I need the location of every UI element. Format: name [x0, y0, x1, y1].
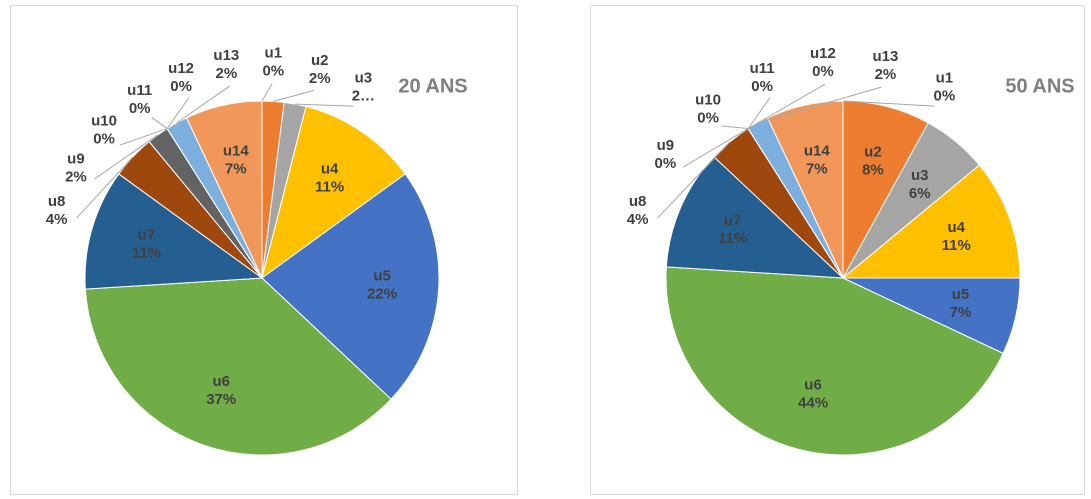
slice-label: u9 [657, 137, 675, 154]
pie-slice [665, 156, 845, 279]
slice-label: u10 [91, 113, 117, 130]
slice-value-label: 0% [655, 155, 677, 172]
slice-label: u5 [373, 268, 391, 285]
slice-label: u4 [947, 219, 965, 236]
slice-value-label: 7% [950, 304, 972, 321]
slice-value-label: 7% [806, 161, 828, 178]
slice-value-label: 44% [798, 395, 828, 412]
slice-value-label: 11% [132, 244, 161, 261]
slice-label: u11 [750, 60, 775, 77]
slice-label: u12 [168, 60, 194, 77]
slice-label: u7 [724, 212, 742, 229]
slice-value-label: 6% [909, 185, 931, 202]
pie-slice [261, 173, 440, 400]
leader-line [721, 125, 749, 130]
slice-value-label: 0% [93, 131, 115, 148]
slice-value-label: 2% [216, 65, 238, 82]
slice-label: u3 [911, 167, 929, 184]
pie-slice [84, 173, 264, 290]
slice-label: u6 [212, 373, 230, 390]
slice-value-label: 11% [315, 178, 344, 195]
leader-line [261, 83, 273, 102]
slice-label: u13 [873, 48, 899, 65]
slice-value-label: 0% [129, 100, 151, 117]
leader-line [176, 85, 231, 124]
leader-line [747, 97, 771, 129]
pie-slice [261, 105, 406, 280]
slice-value-label: 0% [262, 62, 284, 79]
slice-value-label: 4% [627, 211, 649, 228]
slice-value-label: 2% [875, 66, 897, 83]
slice-value-label: 0% [751, 78, 773, 95]
leader-line [93, 134, 159, 180]
slice-label: u8 [48, 193, 66, 210]
leader-line [119, 128, 168, 146]
slice-value-label: 0% [170, 78, 192, 95]
slice-value-label: 8% [862, 161, 884, 178]
slice-label: u2 [311, 52, 329, 69]
leader-line [272, 89, 315, 102]
slice-value-label: 22% [367, 286, 397, 303]
slice-label: u4 [321, 160, 339, 177]
slice-label: u10 [695, 91, 721, 108]
slice-value-label: 11% [942, 237, 971, 254]
slice-label: u9 [67, 150, 85, 167]
leader-line [842, 100, 935, 107]
slice-label: u6 [804, 377, 822, 394]
slice-label: u14 [804, 143, 831, 160]
leader-line [747, 83, 826, 129]
slice-label: u11 [127, 82, 152, 99]
chart-title: 20 ANS [398, 75, 467, 97]
slice-label: u1 [936, 69, 954, 86]
leader-line [295, 103, 354, 107]
chart-title: 50 ANS [1005, 75, 1074, 97]
slice-value-label: 11% [718, 230, 747, 247]
pie-slice [84, 277, 392, 456]
slice-label: u12 [810, 45, 836, 62]
slice-value-label: 2% [309, 70, 331, 87]
slice-value-label: 37% [206, 391, 236, 408]
leader-line [757, 86, 882, 124]
slice-label: u8 [629, 193, 647, 210]
slice-label: u7 [138, 226, 156, 243]
slice-value-label: 7% [225, 161, 247, 178]
slice-value-label: 0% [812, 63, 834, 80]
pie-slice [185, 100, 263, 279]
leader-line [682, 128, 749, 168]
leader-line [166, 97, 190, 129]
slice-label: u5 [952, 286, 970, 303]
slice-label: u13 [213, 47, 239, 64]
slice-label: u1 [265, 44, 283, 61]
slice-value-label: 4% [46, 211, 68, 228]
slice-value-label: 0% [697, 109, 719, 126]
leader-line [76, 156, 134, 219]
slice-label: u14 [223, 143, 250, 160]
slice-label: u3 [355, 69, 373, 86]
leader-line [657, 141, 731, 219]
slice-value-label: 2… [352, 87, 375, 104]
pie-slice [665, 266, 1004, 456]
slice-value-label: 0% [934, 87, 956, 104]
slice-label: u2 [864, 143, 882, 160]
pie-slice [841, 164, 1021, 279]
leader-line [151, 117, 168, 129]
slice-value-label: 2% [65, 168, 87, 185]
